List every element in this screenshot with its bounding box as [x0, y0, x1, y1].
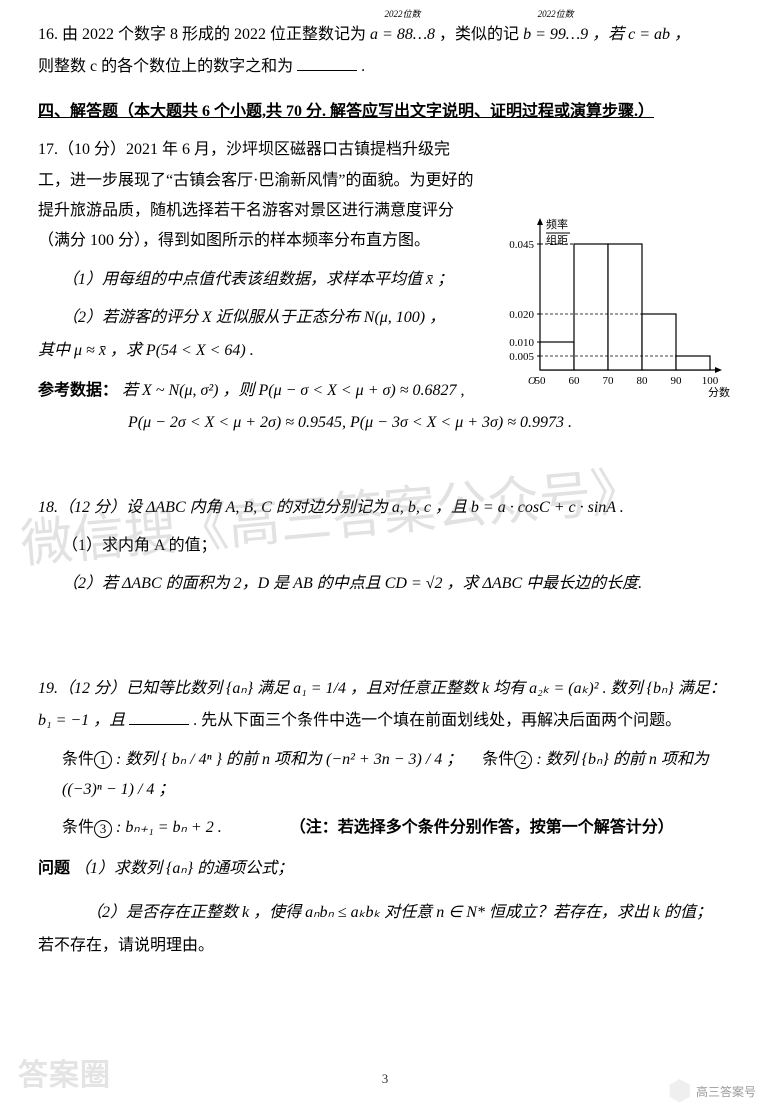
q18-sub1: （1）求内角 A 的值；	[38, 531, 732, 561]
svg-text:0.020: 0.020	[509, 309, 534, 321]
q16-num: 16.	[38, 26, 58, 43]
question-19: 19.（12 分）已知等比数列 {aₙ} 满足 a₁ = 1/4 ，且对任意正整…	[38, 674, 732, 961]
svg-text:100: 100	[702, 375, 719, 387]
q19-line2: b₁ = −1 ，且 . 先从下面三个条件中选一个填在前面划线处，再解决后面两个…	[38, 706, 732, 736]
logo-left: 答案圈	[18, 1047, 111, 1104]
q17-ref2: P(μ − 2σ < X < μ + 2σ) ≈ 0.9545, P(μ − 3…	[38, 408, 732, 438]
q17-head: 17.（10 分）2021 年 6 月，沙坪坝区磁器口古镇提档升级完工，进一步展…	[38, 135, 478, 257]
q19-problems: 问题 （1）求数列 {aₙ} 的通项公式；	[38, 854, 732, 884]
svg-text:70: 70	[603, 375, 615, 387]
page-number: 3	[382, 1067, 389, 1092]
q19-cond3: 条件3 : bₙ₊₁ = bₙ + 2 . （注：若选择多个条件分别作答，按第一…	[38, 813, 732, 843]
q16-text-a: 由 2022 个数字 8 形成的 2022 位正整数记为	[62, 26, 370, 43]
q16-line1: 16. 由 2022 个数字 8 形成的 2022 位正整数记为 2022位数 …	[38, 20, 732, 50]
svg-text:50: 50	[535, 375, 547, 387]
q18-head: 18.（12 分）设 ΔABC 内角 A, B, C 的对边分别记为 a, b,…	[38, 493, 732, 523]
q16-overbrace-a: 2022位数	[385, 6, 421, 23]
corner-logo: ⬢ 高三答案号	[668, 1078, 756, 1106]
frequency-histogram: 频率组距 0.005 0.010 0.020 0.045 50 60 70 80 90 100 O 分数	[490, 210, 730, 400]
svg-text:O: O	[528, 375, 536, 387]
cond3-circle: 3	[94, 820, 112, 838]
q16-text-c: ，若 c = ab ，	[592, 26, 690, 43]
q16-overbrace-b: 2022位数	[538, 6, 574, 23]
q17-sub2a: （2）若游客的评分 X 近似服从于正态分布 N(μ, 100) ，	[38, 303, 478, 333]
q16-a-expr: 2022位数 a = 88…8	[370, 20, 435, 50]
q16-line2: 则整数 c 的各个数位上的数字之和为 .	[38, 52, 732, 82]
svg-text:60: 60	[569, 375, 581, 387]
q19-p2b: 若不存在，请说明理由。	[38, 931, 732, 961]
svg-text:80: 80	[637, 375, 649, 387]
q17-ref1: 若 X ~ N(μ, σ²) ，则 P(μ − σ < X < μ + σ) ≈…	[122, 382, 465, 399]
q18-sub2: （2）若 ΔABC 的面积为 2，D 是 AB 的中点且 CD = √2 ，求 …	[38, 569, 732, 599]
section-4-title: 四、解答题（本大题共 6 个小题,共 70 分. 解答应写出文字说明、证明过程或…	[38, 97, 732, 127]
svg-text:0.005: 0.005	[509, 351, 534, 363]
q19-a1: 1/4	[326, 680, 346, 697]
question-18: 18.（12 分）设 ΔABC 内角 A, B, C 的对边分别记为 a, b,…	[38, 493, 732, 600]
svg-text:0.045: 0.045	[509, 239, 534, 251]
corner-badge-icon: ⬢	[668, 1078, 692, 1106]
svg-text:0.010: 0.010	[509, 337, 534, 349]
corner-right-text: 高三答案号	[696, 1081, 756, 1104]
q19-p2: （2）是否存在正整数 k ，使得 aₙbₙ ≤ aₖbₖ 对任意 n ∈ N* …	[38, 898, 732, 928]
question-16: 16. 由 2022 个数字 8 形成的 2022 位正整数记为 2022位数 …	[38, 20, 732, 83]
svg-text:频率: 频率	[546, 217, 568, 231]
q17-ref-label: 参考数据：	[38, 382, 118, 399]
svg-text:组距: 组距	[546, 233, 568, 247]
q19-cond1: 条件1 : 数列 { bₙ / 4ⁿ } 的前 n 项和为 (−n² + 3n …	[38, 745, 732, 806]
svg-text:90: 90	[671, 375, 683, 387]
cond1-circle: 1	[94, 751, 112, 769]
cond2-circle: 2	[514, 751, 532, 769]
q17-sub1: （1）用每组的中点值代表该组数据，求样本平均值 x̄ ；	[38, 265, 478, 295]
question-17: 17.（10 分）2021 年 6 月，沙坪坝区磁器口古镇提档升级完工，进一步展…	[38, 135, 732, 439]
q17-sub2b: 其中 μ ≈ x̄ ，求 P(54 < X < 64) .	[38, 336, 478, 366]
q19-blank	[129, 709, 189, 725]
q16-text-b: ，类似的记	[439, 26, 523, 43]
svg-text:分数: 分数	[708, 386, 730, 399]
q19-note: （注：若选择多个条件分别作答，按第一个解答计分）	[290, 819, 674, 836]
q16-blank	[297, 55, 357, 71]
q16-b-expr: 2022位数 b = 99…9	[523, 20, 588, 50]
q19-head: 19.（12 分）已知等比数列 {aₙ} 满足 a₁ = 1/4 ，且对任意正整…	[38, 674, 732, 704]
